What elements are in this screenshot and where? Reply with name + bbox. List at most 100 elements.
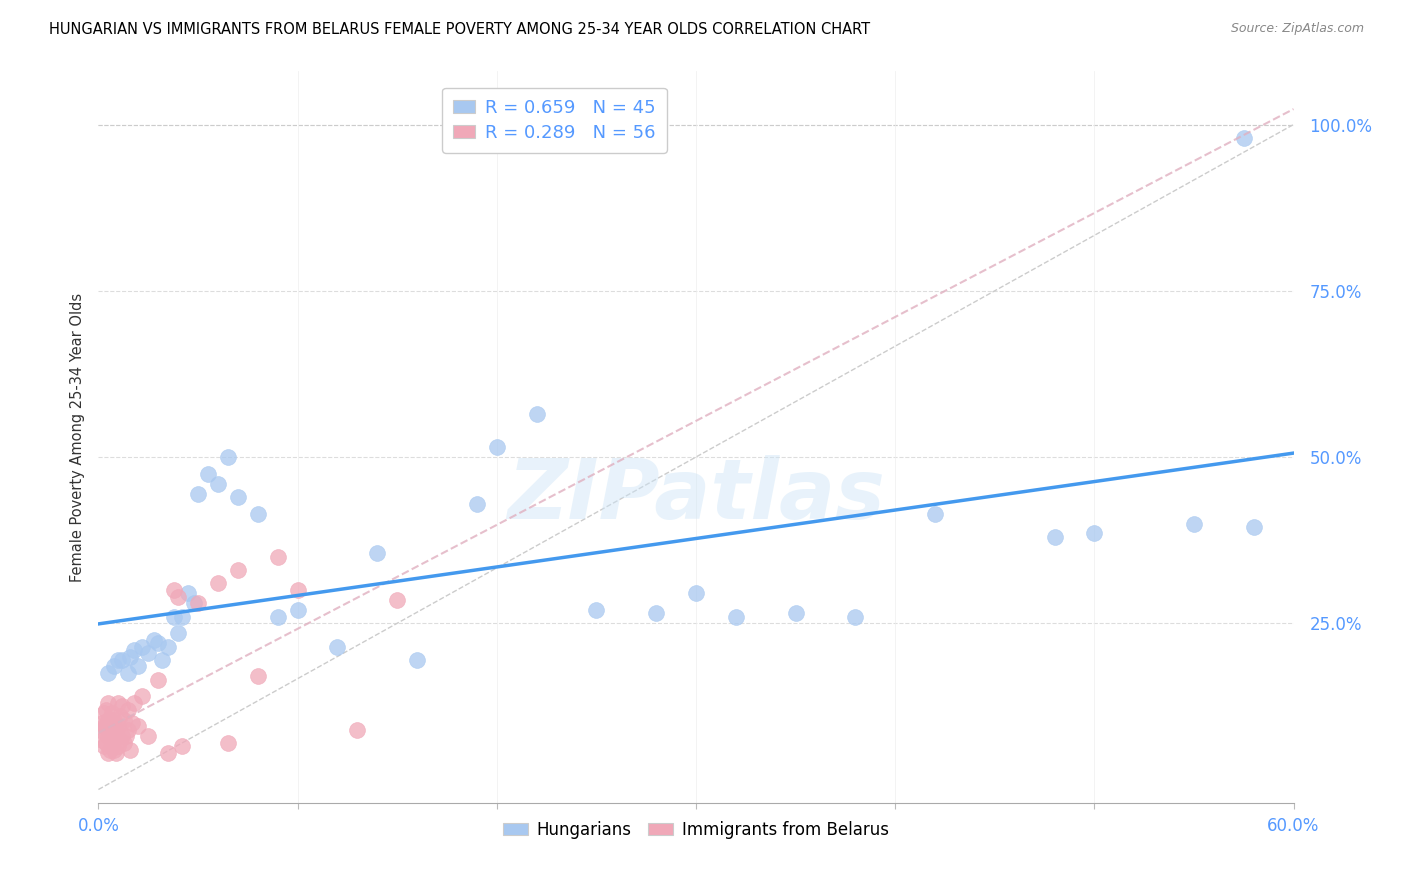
Point (98, 713, 122, 727)
Point (465, 497, 488, 511)
Point (217, 736, 239, 750)
Point (124, 696, 146, 710)
Point (148, 636, 170, 650)
Point (136, 729, 159, 743)
Point (111, 729, 134, 743)
Point (406, 653, 429, 667)
Point (93, 719, 115, 733)
Point (97, 729, 120, 743)
Point (226, 490, 249, 504)
Point (485, 440, 508, 454)
Text: Source: ZipAtlas.com: Source: ZipAtlas.com (1230, 22, 1364, 36)
Point (177, 586, 200, 600)
Point (97, 713, 120, 727)
Point (1233, 131, 1256, 145)
Y-axis label: Female Poverty Among 25-34 Year Olds: Female Poverty Among 25-34 Year Olds (69, 293, 84, 582)
Point (526, 407, 548, 421)
Point (131, 690, 153, 704)
Point (91, 732, 114, 747)
Point (127, 659, 149, 673)
Point (136, 646, 159, 660)
Point (167, 626, 190, 640)
Point (267, 549, 290, 564)
Point (101, 739, 124, 754)
Point (167, 590, 190, 604)
Point (187, 486, 209, 500)
Point (366, 546, 388, 560)
Point (246, 669, 269, 683)
Point (89, 723, 111, 737)
Point (187, 596, 209, 610)
Point (124, 643, 146, 657)
Point (117, 666, 139, 681)
Point (207, 476, 229, 491)
Point (107, 696, 129, 710)
Point (183, 596, 205, 610)
Point (1083, 526, 1105, 541)
Point (385, 593, 409, 607)
Point (326, 640, 349, 654)
Point (96, 703, 118, 717)
Point (120, 742, 142, 756)
Point (103, 713, 125, 727)
Point (207, 576, 229, 591)
Point (685, 586, 707, 600)
Point (91, 716, 114, 731)
Point (111, 653, 134, 667)
Point (96, 719, 118, 733)
Point (105, 746, 128, 760)
Point (226, 563, 249, 577)
Point (127, 719, 149, 733)
Point (98, 742, 122, 756)
Point (112, 713, 135, 727)
Point (103, 726, 125, 740)
Point (93, 739, 115, 754)
Point (157, 746, 180, 760)
Point (246, 507, 269, 521)
Point (107, 719, 129, 733)
Point (157, 640, 180, 654)
Point (120, 649, 142, 664)
Point (117, 703, 139, 717)
Point (585, 603, 607, 617)
Point (112, 736, 135, 750)
Point (98, 726, 122, 740)
Point (103, 742, 125, 756)
Point (105, 723, 128, 737)
Point (172, 739, 194, 754)
Point (1243, 520, 1265, 534)
Point (1182, 516, 1205, 531)
Point (143, 632, 166, 647)
Point (131, 640, 153, 654)
Point (93, 706, 115, 720)
Point (172, 609, 194, 624)
Point (110, 732, 132, 747)
Point (101, 706, 124, 720)
Point (107, 739, 129, 754)
Point (163, 582, 186, 597)
Point (107, 653, 129, 667)
Point (97, 746, 120, 760)
Point (785, 607, 807, 621)
Point (197, 467, 219, 481)
Point (121, 716, 143, 731)
Point (924, 507, 946, 521)
Point (287, 603, 309, 617)
Legend: Hungarians, Immigrants from Belarus: Hungarians, Immigrants from Belarus (496, 814, 896, 846)
Point (117, 723, 139, 737)
Text: ZIPatlas: ZIPatlas (508, 455, 884, 536)
Point (724, 609, 747, 624)
Point (110, 709, 132, 723)
Point (844, 609, 866, 624)
Text: HUNGARIAN VS IMMIGRANTS FROM BELARUS FEMALE POVERTY AMONG 25-34 YEAR OLDS CORREL: HUNGARIAN VS IMMIGRANTS FROM BELARUS FEM… (49, 22, 870, 37)
Point (115, 729, 138, 743)
Point (346, 723, 368, 737)
Point (267, 609, 290, 624)
Point (101, 723, 124, 737)
Point (287, 582, 309, 597)
Point (1043, 530, 1066, 544)
Point (645, 607, 668, 621)
Point (103, 659, 125, 673)
Point (163, 609, 186, 624)
Point (97, 666, 120, 681)
